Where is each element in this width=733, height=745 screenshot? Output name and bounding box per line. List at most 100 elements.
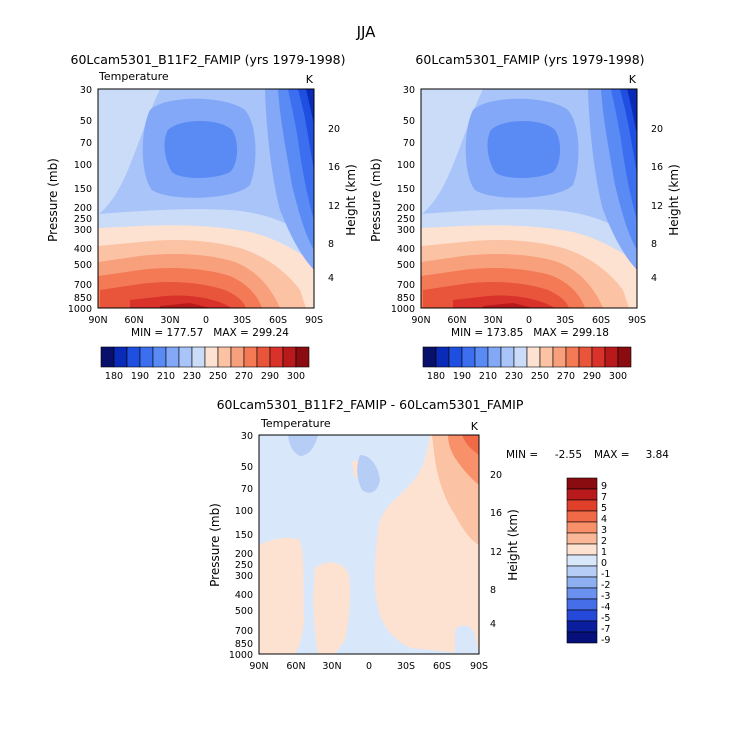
panel-3-min-label: MIN = xyxy=(506,449,538,461)
panel-2-y-tick: 200 xyxy=(397,203,415,214)
panel-1-colorbar-label: 300 xyxy=(287,371,305,382)
panel-3-y-tick: 200 xyxy=(235,549,253,560)
panel-2-colorbar-swatch xyxy=(604,346,619,368)
panel-2-colorbar-swatch xyxy=(591,346,606,368)
panel-1-y-tick: 1000 xyxy=(68,304,92,315)
panel-3-field-region xyxy=(288,435,318,456)
panel-1-subtitle-right: K xyxy=(306,73,314,86)
panel-3-y-tick: 70 xyxy=(241,484,253,495)
panel-1-colorbar-swatch xyxy=(230,346,245,368)
panel-2-y-tick: 400 xyxy=(397,244,415,255)
panel-2-x-tick: 60S xyxy=(592,315,610,326)
panel-3-colorbar-label: 3 xyxy=(601,525,607,536)
panel-1-x-ticks: 90N 60N 30N 0 30S 60S 90S xyxy=(88,315,323,326)
season-title: JJA xyxy=(356,23,377,41)
panel-1-field-region xyxy=(164,121,238,178)
panel-3-colorbar-swatch xyxy=(566,609,598,622)
panel-1-x-tick: 60S xyxy=(269,315,287,326)
panel-3-colorbar-labels: 9 7 5 4 3 2 1 0 -1 -2 -3 -4 -5 -7 -9 xyxy=(601,481,610,646)
panel-3-field-region xyxy=(357,455,380,493)
panel-1-field-region xyxy=(98,89,160,215)
panel-3-y-tick: 700 xyxy=(235,626,253,637)
panel-3-colorbar-swatch xyxy=(566,565,598,578)
panel-2-frame xyxy=(420,88,638,309)
panel-3-colorbar-swatch xyxy=(566,620,598,633)
panel-3-y-tick: 400 xyxy=(235,590,253,601)
panel-1-title: 60Lcam5301_B11F2_FAMIP (yrs 1979-1998) xyxy=(71,52,346,67)
panel-1-ylabel-right: Height (km) xyxy=(344,164,358,235)
panel-3-x-tick: 90S xyxy=(470,661,488,672)
panel-2-y-tick: 500 xyxy=(397,260,415,271)
panel-3-colorbar-label: -3 xyxy=(601,591,610,602)
panel-3-subtitle-left: Temperature xyxy=(260,417,331,430)
panel-2-colorbar-swatch xyxy=(487,346,502,368)
panel-2-y-tick: 250 xyxy=(397,214,415,225)
panel-3-y-tick: 300 xyxy=(235,571,253,582)
panel-1-subtitle-left: Temperature xyxy=(98,70,169,83)
panel-2-colorbar-swatch xyxy=(422,346,437,368)
panel-1-colorbar-swatch xyxy=(282,346,297,368)
panel-1-colorbar-swatch xyxy=(100,346,115,368)
panel-1-colorbar-label: 270 xyxy=(235,371,253,382)
panel-1-x-tick: 60N xyxy=(124,315,143,326)
panel-3-x-tick: 30S xyxy=(397,661,415,672)
panel-2-min-max: MIN = 173.85 MAX = 299.18 xyxy=(451,327,609,339)
panel-1-colorbar-swatch xyxy=(139,346,154,368)
panel-2-height-tick: 12 xyxy=(651,201,663,212)
panel-1-y-tick: 500 xyxy=(74,260,92,271)
panel-3-colorbar-label: -4 xyxy=(601,602,610,613)
panel-2-colorbar-label: 290 xyxy=(583,371,601,382)
panel-1-field-region xyxy=(130,295,232,308)
panel-2-field-region xyxy=(453,295,555,308)
panel-3-colorbar-label: 7 xyxy=(601,492,607,503)
panel-2-colorbar-label: 230 xyxy=(505,371,523,382)
panel-3-field-region xyxy=(259,445,290,510)
panel-3-colorbar-label: -5 xyxy=(601,613,610,624)
panel-2-colorbar-swatch xyxy=(617,346,632,368)
panel-1-y-tick: 300 xyxy=(74,225,92,236)
panel-1-min-max: MIN = 177.57 MAX = 299.24 xyxy=(131,327,289,339)
panel-3-colorbar-label: 9 xyxy=(601,481,607,492)
panel-1-field-region xyxy=(160,303,210,308)
panel-1-y-tick: 30 xyxy=(80,85,92,96)
panel-3: 60Lcam5301_B11F2_FAMIP - 60Lcam5301_FAMI… xyxy=(208,397,669,672)
panel-2-subtitle-right: K xyxy=(629,73,637,86)
panel-3-colorbar-swatch xyxy=(566,631,598,644)
panel-3-colorbar-label: 1 xyxy=(601,547,607,558)
panel-3-y-tick: 1000 xyxy=(229,650,253,661)
panel-3-x-tick: 60N xyxy=(286,661,305,672)
panel-3-max-value: 3.84 xyxy=(646,449,670,461)
panel-3-x-tick: 30N xyxy=(322,661,341,672)
panel-2-height-ticks: 20 16 12 8 4 xyxy=(651,124,663,284)
panel-1-colorbar xyxy=(100,346,310,368)
panel-2-y-tick: 30 xyxy=(403,85,415,96)
panel-2-x-ticks: 90N 60N 30N 0 30S 60S 90S xyxy=(411,315,646,326)
panel-3-field-region xyxy=(462,435,479,455)
panel-1-x-tick: 0 xyxy=(203,315,209,326)
panel-2-ylabel: Pressure (mb) xyxy=(369,158,383,242)
panel-2-colorbar-label: 190 xyxy=(453,371,471,382)
panel-2-height-tick: 8 xyxy=(651,239,657,250)
panel-1-colorbar-swatch xyxy=(204,346,219,368)
panel-1-y-tick: 150 xyxy=(74,184,92,195)
panel-1-y-tick: 250 xyxy=(74,214,92,225)
panel-3-colorbar-label: -1 xyxy=(601,569,610,580)
panel-1-field-region xyxy=(298,89,314,170)
panel-3-colorbar-label: 0 xyxy=(601,558,607,569)
panel-2-field-region xyxy=(627,89,637,135)
panel-3-colorbar xyxy=(566,477,598,644)
panel-1-ylabel: Pressure (mb) xyxy=(46,158,60,242)
panel-3-field-region xyxy=(259,537,304,654)
panel-2-y-ticks: 30 50 70 100 150 200 250 300 400 500 700… xyxy=(391,85,415,315)
panel-3-colorbar-swatch xyxy=(566,499,598,512)
panel-3-colorbar-swatch xyxy=(566,554,598,567)
panel-2: 60Lcam5301_FAMIP (yrs 1979-1998) K 30 50… xyxy=(369,52,681,382)
panel-1-colorbar-swatch xyxy=(243,346,258,368)
panel-3-colorbar-label: -9 xyxy=(601,635,610,646)
panel-1-height-tick: 16 xyxy=(328,162,340,173)
panel-1-colorbar-swatch xyxy=(113,346,128,368)
panel-3-height-tick: 12 xyxy=(490,547,502,558)
panel-3-colorbar-swatch xyxy=(566,510,598,523)
panel-3-height-ticks: 20 16 12 8 4 xyxy=(490,470,502,630)
